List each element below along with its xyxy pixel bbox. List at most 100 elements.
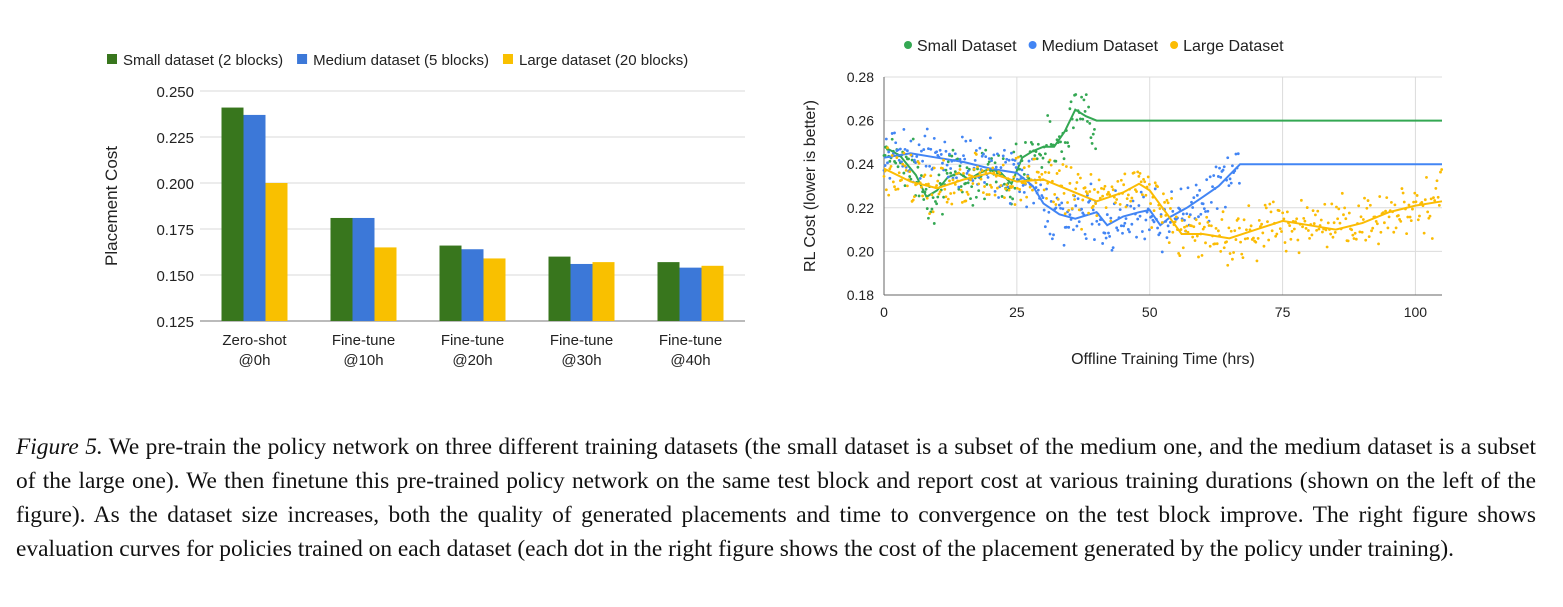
- data-point: [1321, 230, 1324, 234]
- data-point: [1285, 210, 1289, 214]
- data-point: [1001, 163, 1005, 167]
- data-point: [1408, 215, 1412, 219]
- data-point: [1043, 152, 1047, 156]
- data-point: [969, 178, 972, 182]
- data-point: [953, 152, 957, 156]
- data-point: [1379, 230, 1383, 234]
- data-point: [993, 193, 997, 197]
- data-point: [988, 136, 992, 140]
- data-point: [1426, 210, 1430, 214]
- data-point: [1027, 164, 1031, 168]
- data-point: [1050, 237, 1054, 241]
- data-point: [1387, 215, 1391, 219]
- data-point: [1413, 191, 1417, 195]
- data-point: [1211, 185, 1214, 189]
- data-point: [937, 192, 941, 196]
- data-point: [1354, 237, 1358, 241]
- data-point: [1041, 156, 1045, 160]
- data-point: [1012, 162, 1016, 166]
- data-point: [1064, 165, 1068, 168]
- x-tick-label: @0h: [239, 352, 271, 369]
- x-tick-label: Zero-shot: [222, 332, 287, 349]
- data-point: [888, 176, 892, 180]
- data-point: [949, 171, 953, 175]
- data-point: [1378, 195, 1382, 198]
- data-point: [883, 164, 887, 167]
- data-point: [1138, 214, 1142, 218]
- data-point: [1158, 231, 1162, 235]
- data-point: [1013, 158, 1017, 162]
- data-point: [1199, 212, 1203, 216]
- data-point: [1178, 207, 1182, 211]
- data-point: [1057, 203, 1061, 207]
- data-point: [1089, 172, 1093, 176]
- data-point: [1003, 148, 1006, 152]
- data-point: [1239, 240, 1242, 244]
- data-point: [1128, 230, 1131, 234]
- data-point: [936, 179, 940, 183]
- data-point: [971, 182, 975, 185]
- data-point: [1347, 211, 1351, 215]
- data-point: [1180, 219, 1184, 222]
- data-point: [937, 173, 941, 177]
- data-point: [1435, 179, 1439, 183]
- data-point: [1222, 246, 1226, 250]
- data-point: [1012, 150, 1016, 154]
- data-point: [974, 195, 978, 199]
- data-point: [1143, 237, 1147, 241]
- data-point: [929, 174, 933, 178]
- data-point: [1052, 233, 1055, 237]
- data-point: [1093, 188, 1096, 191]
- data-point: [1201, 202, 1205, 206]
- data-point: [1137, 204, 1141, 207]
- legend-swatch: [297, 54, 308, 64]
- data-point: [1032, 201, 1036, 205]
- data-point: [984, 148, 988, 152]
- data-point: [983, 181, 986, 184]
- data-point: [1342, 213, 1345, 217]
- data-point: [974, 153, 978, 156]
- data-point: [1103, 184, 1107, 188]
- data-point: [1183, 225, 1186, 229]
- legend-label: Small Dataset: [917, 38, 1017, 55]
- data-point: [1336, 217, 1340, 221]
- data-point: [1108, 235, 1112, 238]
- data-point: [942, 158, 946, 162]
- data-point: [1118, 203, 1122, 206]
- data-point: [1414, 200, 1418, 204]
- data-point: [1061, 163, 1065, 166]
- data-point: [1382, 221, 1386, 225]
- data-point: [1178, 254, 1182, 257]
- data-point: [1337, 207, 1341, 211]
- data-point: [944, 149, 948, 153]
- data-point: [1077, 220, 1081, 223]
- data-point: [1088, 199, 1092, 202]
- data-point: [957, 187, 961, 191]
- data-point: [1162, 192, 1165, 196]
- data-point: [1331, 235, 1335, 239]
- data-point: [965, 172, 969, 175]
- data-point: [1205, 215, 1209, 219]
- data-point: [1365, 206, 1369, 210]
- data-point: [1191, 206, 1195, 209]
- data-point: [902, 171, 906, 175]
- data-point: [1066, 201, 1069, 204]
- data-point: [928, 164, 931, 168]
- data-point: [1171, 230, 1175, 234]
- data-point: [887, 193, 891, 197]
- data-point: [1181, 212, 1185, 216]
- data-point: [956, 157, 960, 161]
- data-point: [934, 200, 937, 203]
- data-point: [1236, 217, 1240, 221]
- data-point: [1049, 199, 1053, 203]
- data-point: [1114, 189, 1117, 193]
- data-point: [1245, 228, 1248, 232]
- legend-label: Large Dataset: [1183, 38, 1284, 55]
- data-point: [941, 212, 944, 216]
- data-point: [1116, 179, 1120, 183]
- data-point: [1018, 188, 1022, 191]
- data-point: [1075, 118, 1079, 122]
- data-point: [1329, 232, 1333, 236]
- data-point: [1042, 208, 1046, 212]
- data-point: [1343, 206, 1347, 210]
